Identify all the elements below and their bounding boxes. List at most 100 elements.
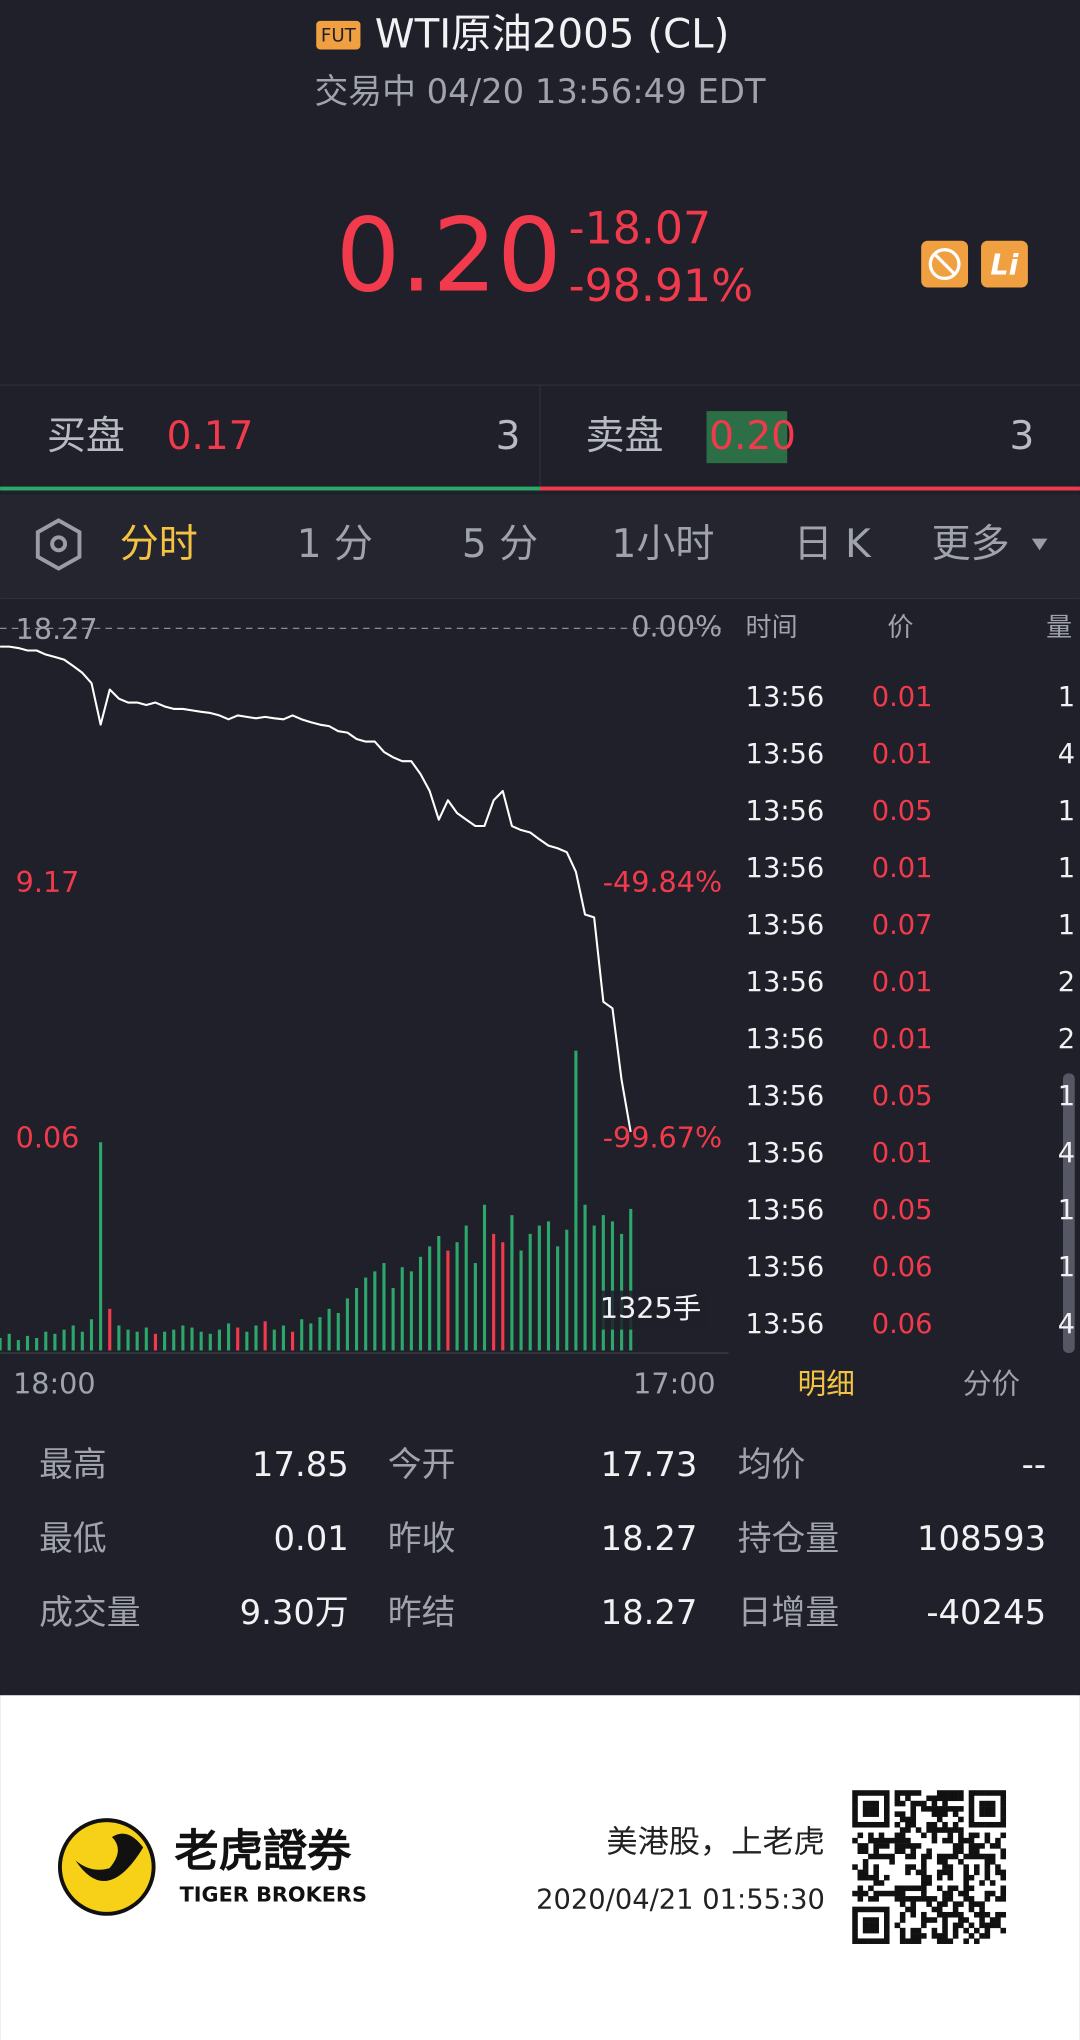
qr-cell — [905, 1821, 911, 1828]
qr-cell — [868, 1896, 874, 1902]
qr-cell — [878, 1843, 885, 1849]
qr-cell — [921, 1890, 927, 1897]
volume-bar — [409, 1271, 413, 1351]
settings-icon[interactable] — [35, 518, 82, 571]
tab[interactable]: 1小时 — [612, 522, 715, 567]
tab[interactable]: 5 分 — [462, 522, 538, 567]
qr-cell — [942, 1853, 948, 1860]
qr-cell — [910, 1933, 917, 1939]
volume-bar — [199, 1331, 203, 1351]
qr-cell — [984, 1874, 991, 1881]
qr-cell — [868, 1806, 874, 1812]
settings-icon — [50, 535, 68, 553]
qr-cell — [958, 1848, 964, 1854]
trade-size: 1 — [1058, 1195, 1075, 1226]
qr-cell — [1000, 1911, 1007, 1918]
stat-label: 成交量 — [39, 1593, 140, 1632]
qr-cell — [894, 1837, 901, 1844]
icon[interactable] — [981, 240, 1028, 288]
qr-cell — [958, 1917, 964, 1923]
y-tick-label: 0.06 — [16, 1121, 80, 1155]
volume-bar — [446, 1250, 450, 1351]
qr-cell — [963, 1874, 969, 1881]
qr-cell — [915, 1827, 922, 1833]
stat-label: 昨结 — [388, 1593, 456, 1632]
qr-cell — [868, 1790, 874, 1796]
qr-cell — [868, 1885, 874, 1892]
qr-cell — [936, 1901, 943, 1907]
qr-cell — [963, 1880, 969, 1886]
volume-bar — [117, 1325, 121, 1351]
volume-bar — [53, 1333, 57, 1351]
stat-value: 18.27 — [601, 1593, 698, 1632]
volume-bar — [99, 1142, 103, 1351]
qr-cell — [852, 1837, 858, 1844]
volume-bar — [0, 1337, 2, 1351]
qr-cell — [974, 1848, 980, 1854]
qr-cell — [862, 1874, 869, 1881]
qr-cell — [873, 1811, 879, 1817]
stat-value: 0.01 — [273, 1519, 348, 1558]
tab[interactable]: 更多 — [932, 522, 1010, 567]
list-tab[interactable]: 分价 — [963, 1367, 1020, 1401]
price-line — [0, 645, 632, 1133]
qr-cell — [926, 1806, 932, 1812]
list-tab[interactable]: 明细 — [798, 1367, 855, 1401]
qr-cell — [873, 1917, 879, 1923]
bid-bar — [0, 486, 540, 491]
qr-cell — [989, 1806, 996, 1812]
qr-cell — [921, 1800, 927, 1807]
qr-cell — [952, 1821, 959, 1828]
qr-cell — [952, 1790, 959, 1796]
volume-bar — [245, 1331, 249, 1351]
qr-cell — [947, 1837, 954, 1844]
bid-size: 3 — [496, 414, 521, 459]
qr-cell — [952, 1843, 959, 1849]
price: 0.20 — [336, 197, 562, 315]
qr-cell — [942, 1922, 948, 1929]
volume-bar — [80, 1331, 84, 1351]
qr-cell — [905, 1853, 911, 1860]
qr-cell — [921, 1933, 927, 1939]
qr-cell — [873, 1821, 879, 1828]
volume-bar — [601, 1215, 605, 1351]
qr-cell — [974, 1938, 980, 1944]
qr-cell — [884, 1917, 890, 1923]
timestamp: 2020/04/21 01:55:30 — [536, 1884, 825, 1915]
tab[interactable]: 分时 — [120, 522, 198, 567]
volume-bar — [610, 1221, 615, 1351]
qr-cell — [899, 1901, 906, 1907]
y2-tick-label: -49.84% — [603, 865, 722, 899]
trade-time: 13:56 — [746, 1195, 825, 1226]
trade-price: 0.01 — [872, 739, 933, 770]
qr-cell — [862, 1859, 869, 1865]
qr-cell — [926, 1901, 932, 1907]
trade-time: 13:56 — [746, 1024, 825, 1055]
qr-cell — [979, 1917, 985, 1923]
qr-cell — [899, 1933, 906, 1939]
qr-cell — [862, 1906, 869, 1913]
qr-cell — [958, 1795, 964, 1802]
trade-size: 1 — [1058, 853, 1075, 884]
qr-cell — [931, 1821, 938, 1828]
qr-cell — [889, 1837, 895, 1844]
tab[interactable]: 1 分 — [297, 522, 373, 567]
volume-bar — [25, 1335, 30, 1351]
qr-cell — [942, 1864, 948, 1870]
qr-cell — [936, 1806, 943, 1812]
qr-cell — [884, 1816, 890, 1823]
qr-cell — [984, 1911, 991, 1918]
qr-cell — [968, 1837, 975, 1844]
qr-cell — [868, 1832, 874, 1839]
qr-cell — [857, 1885, 864, 1892]
trade-size: 4 — [1058, 739, 1075, 770]
qr-cell — [947, 1790, 954, 1796]
logo — [57, 1818, 156, 1916]
qr-cell — [931, 1806, 938, 1812]
qr-cell — [984, 1869, 991, 1876]
qr-cell — [974, 1821, 980, 1828]
stat-value: 17.73 — [601, 1445, 698, 1484]
qr-cell — [947, 1827, 954, 1833]
qr-cell — [910, 1938, 917, 1944]
tab[interactable]: 日 K — [794, 522, 872, 567]
